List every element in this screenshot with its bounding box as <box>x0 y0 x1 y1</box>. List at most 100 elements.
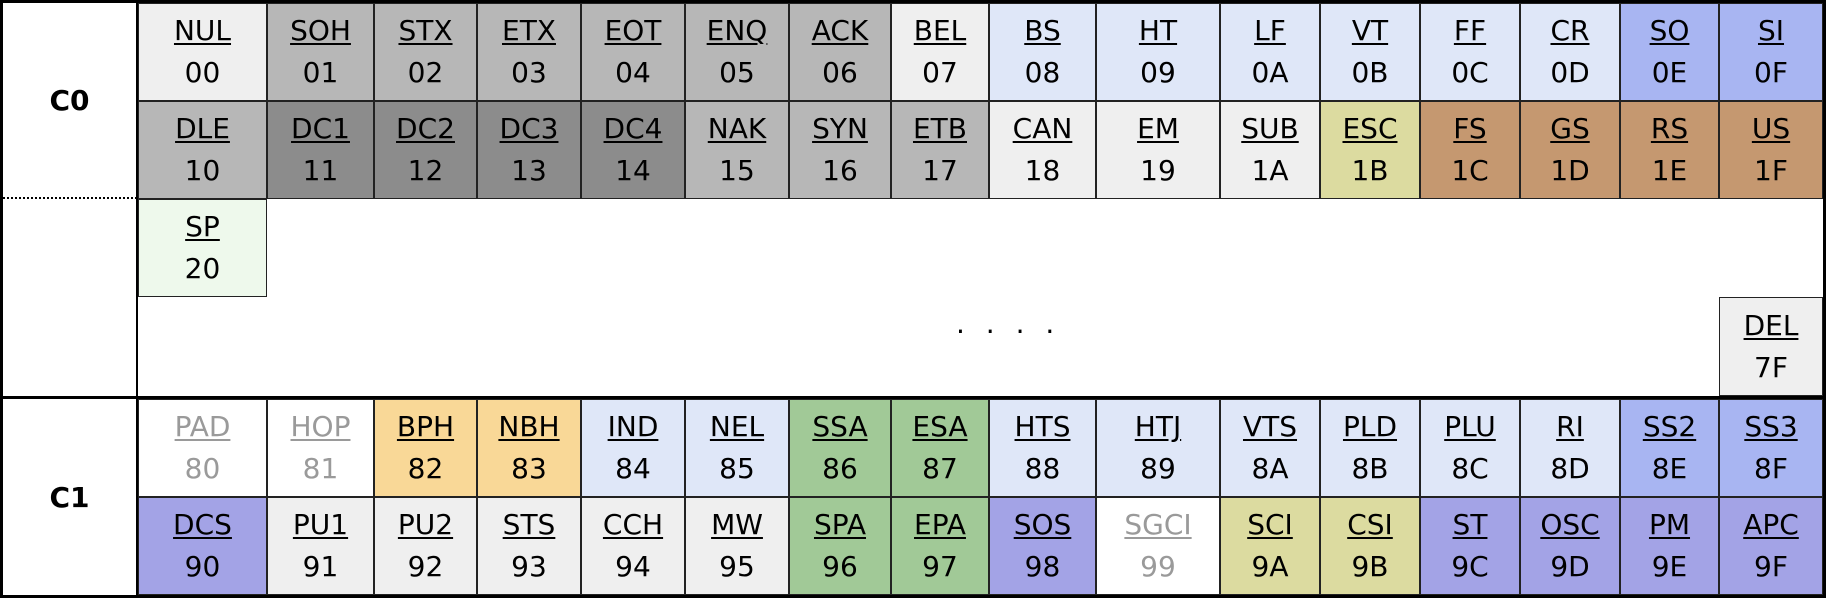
hex-code: 8F <box>1754 452 1788 485</box>
hex-code: 04 <box>615 56 651 89</box>
control-abbr-link[interactable]: RI <box>1556 410 1584 443</box>
control-abbr-link[interactable]: MW <box>711 508 763 541</box>
control-code-cell: FF 0C <box>1420 3 1520 101</box>
control-abbr-link[interactable]: VTS <box>1242 410 1298 443</box>
control-abbr-link[interactable]: NEL <box>709 410 765 443</box>
control-abbr-link[interactable]: LF <box>1254 14 1286 47</box>
control-abbr-link[interactable]: SSA <box>812 410 868 443</box>
control-abbr-link[interactable]: ESA <box>912 410 968 443</box>
control-abbr-link[interactable]: PU2 <box>397 508 454 541</box>
control-code-cell: ESC 1B <box>1320 101 1420 199</box>
control-abbr-link[interactable]: HTS <box>1014 410 1071 443</box>
control-code-cell: CR 0D <box>1520 3 1620 101</box>
control-abbr-link[interactable]: APC <box>1743 508 1799 541</box>
control-abbr-link[interactable]: PLU <box>1444 410 1496 443</box>
hex-code: 9D <box>1550 550 1590 583</box>
control-abbr-link[interactable]: CAN <box>1012 112 1073 145</box>
control-abbr-link[interactable]: PM <box>1648 508 1691 541</box>
control-abbr-link[interactable]: HT <box>1138 14 1178 47</box>
control-abbr-link[interactable]: ST <box>1452 508 1488 541</box>
control-abbr-link[interactable]: GS <box>1550 112 1590 145</box>
control-code-cell: LF 0A <box>1220 3 1320 101</box>
hex-code: 8A <box>1251 452 1289 485</box>
control-abbr-link[interactable]: BEL <box>913 14 967 47</box>
control-abbr-link[interactable]: SP <box>185 210 220 243</box>
hex-code: 9A <box>1251 550 1289 583</box>
control-abbr-link[interactable]: SOH <box>290 14 351 47</box>
control-code-cell: SS2 8E <box>1620 399 1719 497</box>
control-abbr-link[interactable]: ESC <box>1342 112 1398 145</box>
control-abbr-link[interactable]: NAK <box>707 112 767 145</box>
row-label-c1: C1 <box>49 480 90 514</box>
control-abbr-link[interactable]: ACK <box>811 14 869 47</box>
control-abbr-link[interactable]: STS <box>502 508 556 541</box>
control-abbr-link[interactable]: PU1 <box>292 508 349 541</box>
control-abbr-link[interactable]: DLE <box>175 112 230 145</box>
control-abbr-link[interactable]: FF <box>1453 14 1487 47</box>
control-abbr-link[interactable]: DEL <box>1743 308 1799 342</box>
control-abbr-link[interactable]: CSI <box>1347 508 1393 541</box>
hex-code: 03 <box>511 56 547 89</box>
control-abbr-link[interactable]: ETX <box>502 14 556 47</box>
hex-code: 88 <box>1024 452 1061 485</box>
control-abbr-link[interactable]: FS <box>1453 112 1487 145</box>
control-abbr-link[interactable]: NUL <box>173 14 232 47</box>
control-abbr-link[interactable]: SS3 <box>1744 410 1798 443</box>
hex-code: 89 <box>1140 452 1176 485</box>
control-code-cell: SCI 9A <box>1220 497 1320 595</box>
control-abbr-link[interactable]: HTJ <box>1134 410 1182 443</box>
control-code-cell: DC1 11 <box>267 101 374 199</box>
control-code-cell: HOP 81 <box>267 399 374 497</box>
control-abbr-link[interactable]: IND <box>607 410 659 443</box>
control-abbr-link[interactable]: BPH <box>396 410 455 443</box>
control-code-cell: APC 9F <box>1719 497 1823 595</box>
control-abbr-link[interactable]: SCI <box>1247 508 1293 541</box>
control-abbr-link[interactable]: PAD <box>174 410 231 443</box>
control-abbr-link[interactable]: ENQ <box>706 14 768 47</box>
control-abbr-link[interactable]: DC1 <box>291 112 350 145</box>
hex-code: 80 <box>184 452 221 485</box>
hex-code: 1A <box>1251 154 1289 187</box>
control-code-cell: STS 93 <box>477 497 581 595</box>
control-abbr-link[interactable]: OSC <box>1540 508 1600 541</box>
control-abbr-link[interactable]: DCS <box>173 508 232 541</box>
control-abbr-link[interactable]: SS2 <box>1642 410 1697 443</box>
hex-code: 1C <box>1451 154 1489 187</box>
control-abbr-link[interactable]: RS <box>1650 112 1689 145</box>
hex-code: 83 <box>511 452 547 485</box>
control-abbr-link[interactable]: US <box>1751 112 1791 145</box>
control-abbr-link[interactable]: DC3 <box>499 112 559 145</box>
hex-code: 9F <box>1754 550 1788 583</box>
table-bottom-border <box>0 595 1826 598</box>
control-abbr-link[interactable]: EPA <box>914 508 966 541</box>
control-abbr-link[interactable]: HOP <box>290 410 351 443</box>
hex-code: 19 <box>1140 154 1176 187</box>
control-abbr-link[interactable]: VT <box>1351 14 1389 47</box>
control-abbr-link[interactable]: NBH <box>498 410 560 443</box>
control-abbr-link[interactable]: BS <box>1024 14 1061 47</box>
control-abbr-link[interactable]: SUB <box>1241 112 1299 145</box>
control-abbr-link[interactable]: SPA <box>813 508 867 541</box>
control-abbr-link[interactable]: STX <box>398 14 453 47</box>
control-abbr-link[interactable]: EOT <box>604 14 662 47</box>
control-code-cell: PLU 8C <box>1420 399 1520 497</box>
control-abbr-link[interactable]: EM <box>1137 112 1179 145</box>
hex-code: 7F <box>1754 350 1788 384</box>
hex-code: 99 <box>1140 550 1176 583</box>
control-abbr-link[interactable]: PLD <box>1342 410 1398 443</box>
control-abbr-link[interactable]: DC2 <box>396 112 455 145</box>
control-abbr-link[interactable]: ETB <box>912 112 967 145</box>
control-abbr-link[interactable]: SYN <box>812 112 868 145</box>
hex-code: 92 <box>407 550 444 583</box>
control-abbr-link[interactable]: SGCI <box>1124 508 1192 541</box>
ellipsis: . . . . <box>956 307 1061 340</box>
control-abbr-link[interactable]: CCH <box>602 508 664 541</box>
control-abbr-link[interactable]: SI <box>1757 14 1785 47</box>
control-abbr-link[interactable]: SOS <box>1013 508 1072 541</box>
control-abbr-link[interactable]: DC4 <box>603 112 663 145</box>
control-abbr-link[interactable]: SO <box>1649 14 1690 47</box>
control-abbr-link[interactable]: CR <box>1550 14 1590 47</box>
control-code-cell: BEL 07 <box>891 3 989 101</box>
hex-code: 12 <box>407 154 444 187</box>
